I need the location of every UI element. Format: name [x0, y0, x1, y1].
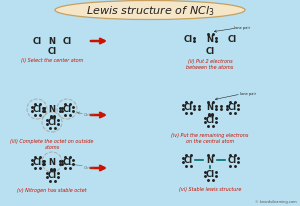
Text: Octet: Octet — [83, 112, 94, 116]
Text: Cl: Cl — [227, 156, 237, 165]
Text: Cl: Cl — [47, 46, 57, 55]
Text: Cl: Cl — [206, 46, 214, 55]
Text: Cl: Cl — [47, 171, 57, 180]
Text: (v) Nitrogen has stable octet: (v) Nitrogen has stable octet — [17, 187, 87, 192]
Text: Cl: Cl — [32, 37, 42, 46]
Text: (iii) Complete the octet on outside
atoms: (iii) Complete the octet on outside atom… — [10, 138, 94, 149]
Text: Cl: Cl — [32, 105, 42, 114]
Text: N: N — [206, 103, 214, 112]
Text: © knordsilearning.com: © knordsilearning.com — [255, 199, 297, 203]
Text: lone pair: lone pair — [234, 26, 250, 30]
Text: Cl: Cl — [47, 118, 57, 127]
Text: (iv) Put the remaining electrons
on the central atom: (iv) Put the remaining electrons on the … — [171, 132, 249, 143]
Text: N: N — [206, 156, 214, 165]
Text: N: N — [49, 105, 56, 114]
Text: Cl: Cl — [62, 37, 72, 46]
Text: Cl: Cl — [227, 103, 237, 112]
Text: $\it{Lewis\ structure\ of\ NCl_3}$: $\it{Lewis\ structure\ of\ NCl_3}$ — [85, 4, 214, 18]
Text: lone pair: lone pair — [240, 91, 256, 96]
Text: (i) Select the center atom: (i) Select the center atom — [21, 58, 83, 63]
Text: Cl: Cl — [206, 170, 214, 179]
Text: N: N — [206, 35, 214, 44]
Ellipse shape — [55, 1, 245, 20]
Text: Cl: Cl — [227, 35, 237, 44]
Text: Cl: Cl — [32, 158, 42, 167]
Text: N: N — [49, 158, 56, 167]
Text: Cl: Cl — [62, 105, 72, 114]
Text: N: N — [49, 37, 56, 46]
Text: Octet: Octet — [83, 165, 94, 169]
Text: Cl: Cl — [183, 35, 193, 44]
Text: Cl: Cl — [62, 158, 72, 167]
Text: Cl: Cl — [183, 156, 193, 165]
Text: Cl: Cl — [183, 103, 193, 112]
Text: Cl: Cl — [206, 116, 214, 125]
Text: (ii) Put 2 electrons
between the atoms: (ii) Put 2 electrons between the atoms — [186, 59, 234, 69]
Text: (vi) Stable lewis structure: (vi) Stable lewis structure — [179, 186, 241, 191]
